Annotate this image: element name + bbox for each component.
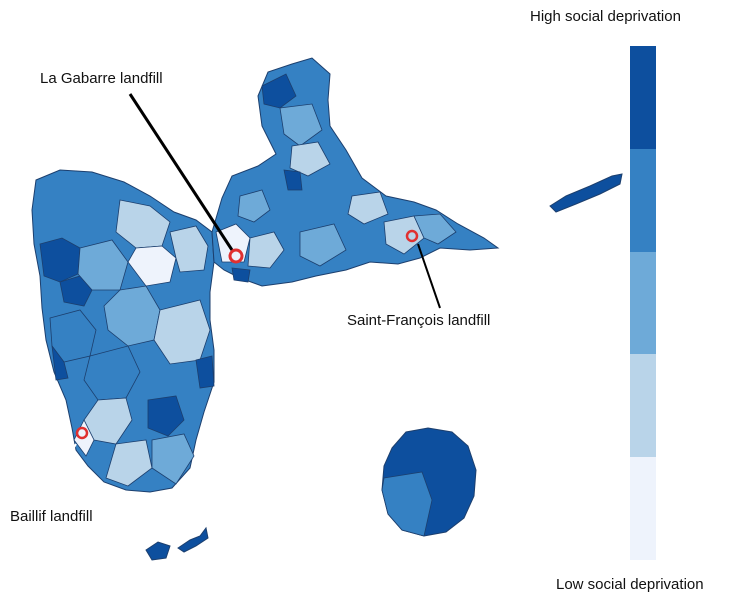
commune bbox=[237, 189, 271, 223]
legend-step-1 bbox=[630, 46, 656, 149]
commune bbox=[195, 355, 215, 389]
leader-line-baillif bbox=[45, 443, 77, 497]
legend-step-4 bbox=[630, 354, 656, 458]
commune bbox=[231, 267, 251, 283]
leader-line-la-gabarre bbox=[128, 93, 234, 251]
commune bbox=[247, 231, 285, 269]
legend-color-scale bbox=[630, 46, 656, 560]
label-saint-francois-landfill: Saint-François landfill bbox=[347, 312, 491, 329]
commune bbox=[261, 73, 297, 109]
commune bbox=[51, 344, 69, 381]
la-desirade-island bbox=[549, 173, 623, 213]
les-saintes-island bbox=[177, 526, 209, 553]
commune bbox=[283, 169, 303, 191]
commune bbox=[105, 439, 153, 487]
commune bbox=[59, 275, 93, 307]
leader-line-saint-francois bbox=[417, 243, 441, 309]
commune bbox=[147, 395, 185, 437]
commune bbox=[279, 103, 323, 147]
commune bbox=[39, 237, 81, 283]
commune bbox=[413, 213, 457, 245]
landfill-marker-la-gabarre bbox=[228, 248, 244, 264]
legend-low-label: Low social deprivation bbox=[556, 576, 704, 593]
commune bbox=[383, 215, 425, 255]
les-saintes-island bbox=[145, 541, 171, 561]
commune bbox=[127, 245, 177, 287]
legend-step-2 bbox=[630, 148, 656, 252]
commune bbox=[169, 225, 209, 273]
label-baillif-landfill: Baillif landfill bbox=[10, 508, 93, 525]
legend-high-label: High social deprivation bbox=[530, 8, 681, 25]
commune bbox=[289, 141, 331, 177]
legend-step-3 bbox=[630, 251, 656, 355]
label-la-gabarre-landfill: La Gabarre landfill bbox=[40, 70, 163, 87]
commune bbox=[381, 471, 433, 537]
landfill-marker-baillif bbox=[75, 426, 89, 440]
commune bbox=[103, 285, 161, 347]
landfill-marker-saint-francois bbox=[405, 229, 419, 243]
legend-step-5 bbox=[630, 457, 656, 560]
commune bbox=[299, 223, 347, 267]
commune bbox=[347, 191, 389, 225]
commune bbox=[151, 433, 195, 485]
